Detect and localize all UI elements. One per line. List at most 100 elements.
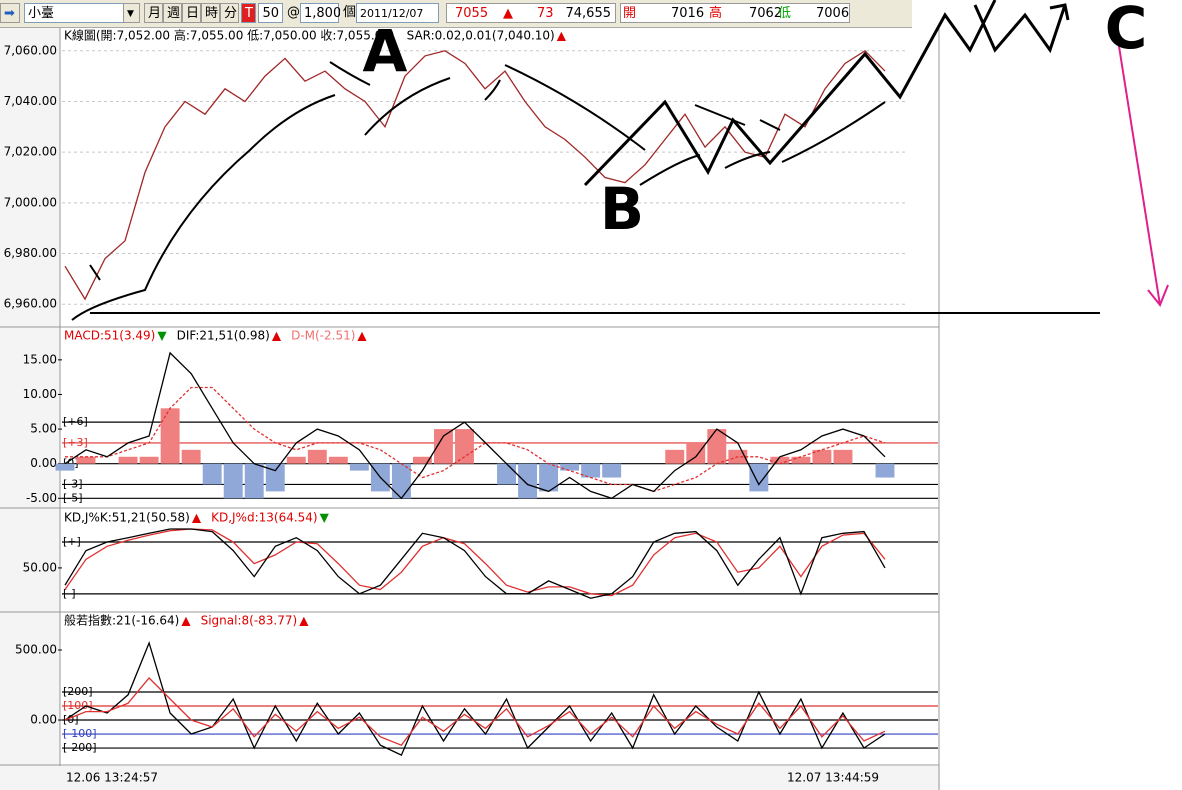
histogram-bar <box>518 463 538 499</box>
level-label: [100] <box>63 699 93 712</box>
histogram-bar <box>581 463 601 478</box>
trend-curve <box>639 154 701 186</box>
unit: 個 <box>340 3 356 23</box>
y-tick-label: 6,960.00 <box>4 297 57 311</box>
zigzag <box>583 0 1070 187</box>
period-button[interactable]: 時 <box>201 3 220 23</box>
count[interactable]: 1,800 <box>300 3 341 23</box>
histogram-bar <box>707 429 727 464</box>
y-tick-label: 0.00 <box>30 456 57 470</box>
info-arrow: ▲ <box>299 614 309 628</box>
histogram-bar <box>391 463 411 499</box>
last-price: 7055 <box>455 6 489 21</box>
period-button[interactable]: 日 <box>182 3 201 23</box>
level-label: [+3] <box>63 436 88 449</box>
info-arrow: ▼ <box>157 329 167 343</box>
info-arrow: ▲ <box>192 511 202 525</box>
trend-curve <box>781 101 886 163</box>
info-arrow: ▲ <box>181 614 191 628</box>
level-label: [-100] <box>63 727 97 740</box>
time-label: 12.06 13:24:57 <box>66 771 158 785</box>
high-label: 高 <box>709 6 723 21</box>
y-tick-label: -5.00 <box>26 491 57 505</box>
histogram-bar <box>118 456 138 464</box>
t-button[interactable]: T <box>241 3 256 23</box>
histogram-bar <box>791 456 811 464</box>
histogram-bar <box>55 463 75 471</box>
histogram-bar <box>202 463 222 485</box>
high: 7062 <box>749 6 783 21</box>
open: 7016 <box>671 6 705 21</box>
change: 73 <box>537 6 554 21</box>
histogram-bar <box>223 463 243 499</box>
histogram-bar <box>812 449 832 464</box>
info-text: KD,J%K:51,21(50.58) <box>64 511 190 525</box>
histogram-bar <box>307 449 327 464</box>
y-tick-label: 5.00 <box>30 422 57 436</box>
period-button[interactable]: 分 <box>220 3 239 23</box>
y-tick-label: 15.00 <box>23 352 57 366</box>
axis-bg <box>0 28 60 790</box>
interval[interactable]: 50 <box>258 3 283 23</box>
trend-curve <box>759 119 781 131</box>
info-arrow: ▲ <box>272 329 282 343</box>
trend-curve <box>364 77 451 136</box>
trend-curve <box>71 94 336 321</box>
dropdown[interactable]: ▼ <box>123 3 140 23</box>
histogram-bar <box>539 463 559 492</box>
series-line <box>64 528 886 599</box>
period-button[interactable]: 月 <box>144 3 163 23</box>
histogram-bar <box>686 442 706 464</box>
histogram-bar <box>770 456 790 464</box>
series-line <box>65 386 886 493</box>
histogram-bar <box>749 463 769 492</box>
series-line <box>64 528 886 597</box>
annotation: C <box>1105 0 1148 62</box>
level-label: [+6] <box>63 415 88 428</box>
level-label: [-3] <box>63 477 83 490</box>
level-label: [+] <box>63 535 81 548</box>
level-label: [-] <box>63 587 76 600</box>
series-line <box>64 351 886 500</box>
info-arrow: ▲ <box>557 29 567 43</box>
histogram-bar <box>139 456 159 464</box>
y-tick-label: 0.00 <box>30 713 57 727</box>
at: @ <box>284 3 300 23</box>
annotation: B <box>600 175 644 243</box>
y-tick-label: 7,000.00 <box>4 195 57 209</box>
histogram-bar <box>833 449 853 464</box>
low-label: 低 <box>778 6 792 21</box>
series-line <box>64 641 886 756</box>
level-label: [-200] <box>63 741 97 754</box>
date-select[interactable]: 2011/12/07 <box>356 3 439 23</box>
info-text: SAR:0.02,0.01(7,040.10) <box>407 29 555 43</box>
level-label: [200] <box>63 685 93 698</box>
arrow: ▲ <box>503 6 513 21</box>
info-text: DIF:21,51(0.98) <box>177 329 270 343</box>
trend-curve <box>329 61 371 86</box>
info-text: D-M(-2.51) <box>291 329 355 343</box>
info-text: MACD:51(3.49) <box>64 329 155 343</box>
y-tick-label: 50.00 <box>23 560 57 574</box>
open-label: 開 <box>623 6 637 21</box>
histogram-bar <box>160 408 180 464</box>
histogram-bar <box>328 456 348 464</box>
y-tick-label: 6,980.00 <box>4 246 57 260</box>
time-label: 12.07 13:44:59 <box>787 771 879 785</box>
info-arrow: ▼ <box>320 511 330 525</box>
histogram-bar <box>602 463 622 478</box>
histogram-bar <box>497 463 516 485</box>
nav-icon[interactable]: ➡ <box>0 3 20 23</box>
info-text: K線圖(開:7,052.00 高:7,055.00 低:7,050.00 收:7… <box>64 28 395 43</box>
toolbar: ➡ 小臺 ▼ 月 週 日 時 分 T 50 @ 1,800 個 2011/12/… <box>0 0 912 28</box>
arrow <box>1117 39 1169 307</box>
histogram-bar <box>76 456 96 464</box>
info-text: KD,J%d:13(64.54) <box>211 511 318 525</box>
histogram-bar <box>286 456 306 464</box>
symbol-select[interactable]: 小臺 <box>24 3 140 23</box>
y-tick-label: 7,020.00 <box>4 145 57 159</box>
quote-box: 7055 ▲ 73 74,655 <box>446 3 616 23</box>
period-button[interactable]: 週 <box>163 3 182 23</box>
